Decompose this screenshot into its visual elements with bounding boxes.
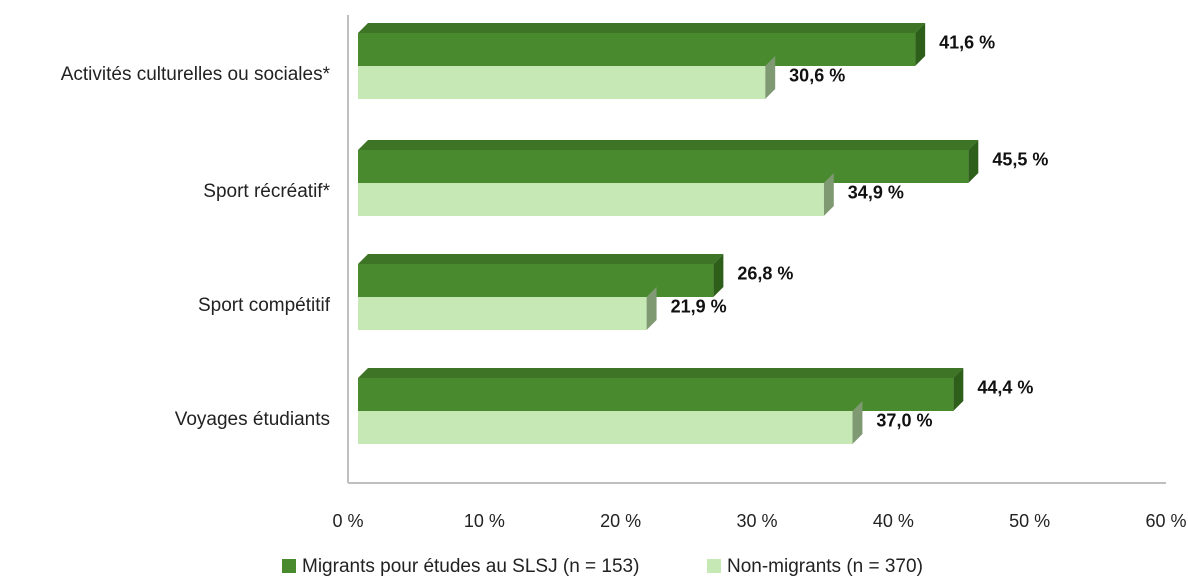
bar-front-face — [358, 411, 853, 444]
bar — [358, 140, 979, 183]
bar-front-face — [358, 378, 954, 411]
category-label: Sport récréatif* — [203, 181, 330, 202]
bar-front-face — [358, 33, 916, 66]
bar — [358, 287, 657, 330]
x-tick-label: 50 % — [1009, 511, 1050, 531]
bar-side-face — [713, 254, 724, 297]
x-tick-label: 20 % — [600, 511, 641, 531]
category-label: Voyages étudiants — [175, 409, 330, 430]
bar-front-face — [358, 183, 824, 216]
category-label: Activités culturelles ou sociales* — [61, 64, 331, 85]
data-label: 44,4 % — [977, 378, 1033, 398]
bar-front-face — [358, 264, 714, 297]
data-label: 21,9 % — [671, 297, 727, 317]
bar-top-face — [358, 368, 964, 378]
data-label: 34,9 % — [848, 183, 904, 203]
x-tick-label: 30 % — [736, 511, 777, 531]
bar-top-face — [358, 23, 926, 33]
bar-side-face — [968, 140, 979, 183]
chart-axes: 0 % 10 % 20 % 30 % 40 % 50 % 60 % Activités cul… — [61, 15, 1187, 531]
bar-side-face — [852, 401, 863, 444]
data-label: 26,8 % — [737, 264, 793, 284]
chart-bars — [358, 23, 979, 444]
data-label: 45,5 % — [992, 150, 1048, 170]
bar-top-face — [358, 254, 724, 264]
bar — [358, 401, 863, 444]
legend-item: Non-migrants (n = 370) — [707, 556, 923, 577]
x-tick-label: 40 % — [873, 511, 914, 531]
x-tick-label: 0 % — [332, 511, 363, 531]
bar-front-face — [358, 66, 766, 99]
bar-side-face — [765, 56, 776, 99]
bar-front-face — [358, 150, 969, 183]
legend-label: Migrants pour études au SLSJ (n = 153) — [302, 556, 639, 577]
bar-front-face — [358, 297, 647, 330]
bar-side-face — [953, 368, 964, 411]
legend-swatch — [707, 559, 721, 573]
chart-labels: 41,6 % 30,6 % 45,5 % 34,9 % 26,8 % 21,9 % 44,4… — [671, 33, 1049, 431]
bar — [358, 368, 964, 411]
x-tick-label: 60 % — [1145, 511, 1186, 531]
legend-item: Migrants pour études au SLSJ (n = 153) — [282, 556, 639, 577]
bar-top-face — [358, 140, 979, 150]
bar — [358, 23, 926, 66]
bar — [358, 56, 776, 99]
bar-side-face — [646, 287, 657, 330]
legend-swatch — [282, 559, 296, 573]
legend-label: Non-migrants (n = 370) — [727, 556, 923, 577]
data-label: 41,6 % — [939, 33, 995, 53]
data-label: 30,6 % — [789, 66, 845, 86]
chart-legend: Migrants pour études au SLSJ (n = 153) No… — [282, 556, 923, 577]
bar-side-face — [915, 23, 926, 66]
data-label: 37,0 % — [876, 411, 932, 431]
category-label: Sport compétitif — [198, 295, 331, 316]
x-tick-label: 10 % — [464, 511, 505, 531]
bar — [358, 254, 724, 297]
bar-side-face — [823, 173, 834, 216]
bar — [358, 173, 834, 216]
